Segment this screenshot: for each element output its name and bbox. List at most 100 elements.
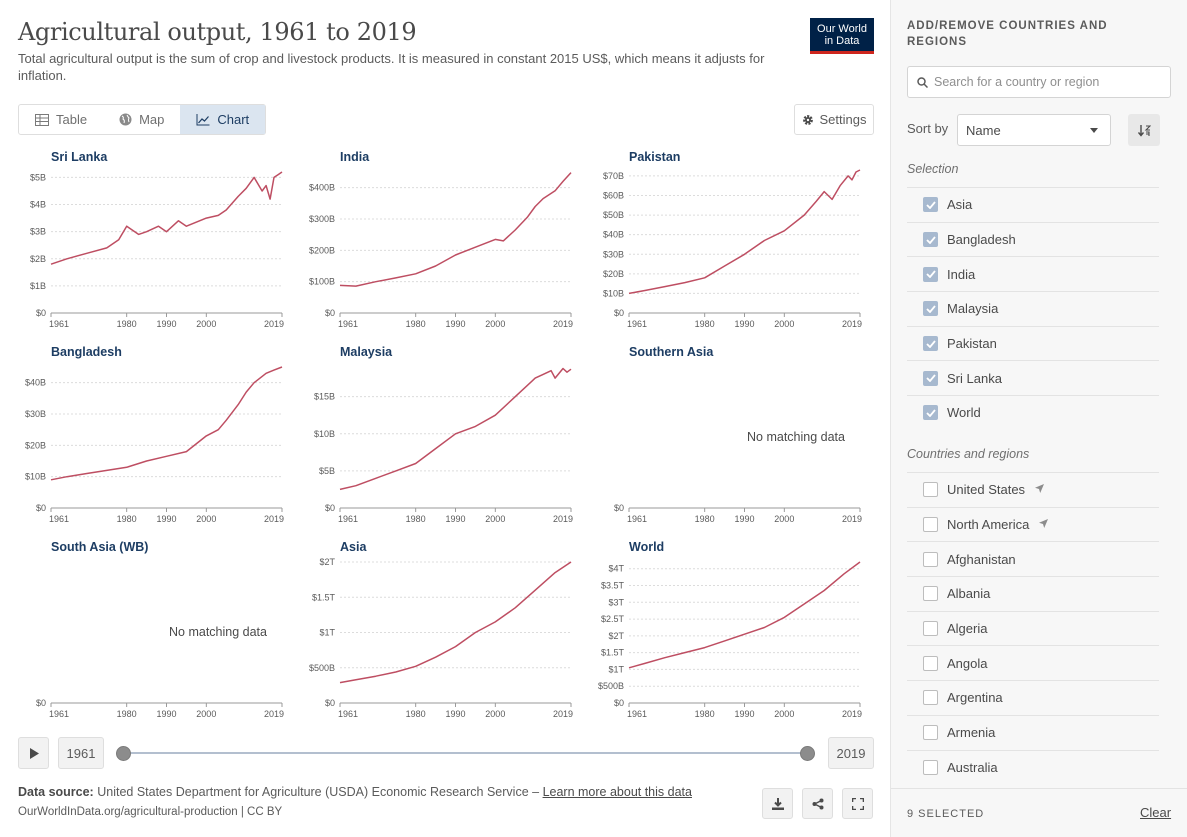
data-source-label: Data source: [18, 785, 94, 799]
y-tick-label: $1.5T [601, 648, 625, 658]
checkbox[interactable] [923, 482, 938, 498]
list-item[interactable]: Bangladesh [907, 221, 1159, 257]
x-tick-label: 2019 [842, 514, 862, 524]
series-line[interactable] [628, 169, 861, 295]
y-tick-label: $2B [30, 254, 46, 264]
list-item[interactable]: Algeria [907, 610, 1159, 646]
checkbox[interactable] [923, 621, 938, 637]
checkbox[interactable] [923, 405, 938, 421]
y-tick-label: $5B [30, 172, 46, 182]
learn-more-link[interactable]: Learn more about this data [542, 785, 692, 799]
series-line[interactable] [339, 367, 572, 491]
list-item-label: Argentina [947, 690, 1003, 706]
settings-label: Settings [819, 112, 867, 127]
search-input[interactable]: Search for a country or region [907, 66, 1171, 98]
y-tick-label: $5B [319, 466, 335, 476]
x-tick-label: 1961 [49, 319, 69, 329]
checkbox[interactable] [923, 517, 938, 533]
series-line[interactable] [50, 171, 283, 265]
line-chart: $0 $1B $2B $3B $4B $5B 1961 1980 1990 2000 2019 [30, 171, 284, 329]
checkbox[interactable] [923, 551, 938, 567]
sort-order-button[interactable] [1128, 114, 1160, 146]
series-line[interactable] [339, 561, 572, 684]
share-button[interactable] [802, 788, 833, 819]
checkbox[interactable] [923, 232, 938, 248]
list-item[interactable]: Argentina [907, 680, 1159, 715]
checkbox[interactable] [923, 759, 938, 775]
list-item[interactable]: Albania [907, 576, 1159, 611]
table-icon [35, 113, 49, 126]
y-tick-label: $30B [603, 249, 624, 259]
checkbox[interactable] [923, 725, 938, 741]
list-item-label: Angola [947, 655, 988, 671]
checkbox[interactable] [923, 301, 938, 317]
fullscreen-button[interactable] [842, 788, 873, 819]
checkbox[interactable] [923, 370, 938, 386]
clear-button[interactable]: Clear [1140, 805, 1172, 820]
timeline-start-handle[interactable] [116, 746, 131, 761]
settings-button[interactable]: Settings [794, 104, 874, 135]
x-tick-label: 1990 [734, 709, 754, 719]
sort-dropdown[interactable]: Name [957, 114, 1111, 146]
list-item[interactable]: Asia [907, 187, 1159, 222]
list-item[interactable]: India [907, 256, 1159, 291]
list-item[interactable]: Armenia [907, 714, 1159, 750]
list-item[interactable]: Malaysia [907, 291, 1159, 326]
list-item[interactable]: Sri Lanka [907, 360, 1159, 395]
timeline-start-year[interactable]: 1961 [58, 737, 104, 769]
download-button[interactable] [762, 788, 793, 819]
timeline-end-handle[interactable] [800, 746, 815, 761]
list-item-label: Malaysia [947, 301, 999, 317]
series-line[interactable] [628, 561, 861, 669]
tab-table[interactable]: Table [19, 105, 103, 134]
y-tick-label: $2T [608, 631, 624, 641]
y-tick-label: $70B [603, 171, 624, 181]
x-tick-label: 2019 [264, 319, 284, 329]
x-tick-label: 1990 [445, 319, 465, 329]
checkbox[interactable] [923, 655, 938, 671]
x-tick-label: 2000 [196, 319, 216, 329]
x-tick-label: 2000 [196, 514, 216, 524]
checkbox[interactable] [923, 266, 938, 282]
selected-count: 9 SELECTED [907, 808, 985, 820]
owid-logo[interactable]: Our World in Data [810, 18, 874, 54]
list-item-label: World [947, 405, 981, 421]
series-line[interactable] [50, 366, 283, 481]
list-item-label: India [947, 266, 976, 282]
list-item[interactable]: Pakistan [907, 325, 1159, 361]
series-line[interactable] [339, 172, 572, 287]
timeline-track[interactable] [124, 752, 808, 754]
x-tick-label: 1980 [695, 319, 715, 329]
x-tick-label: 1990 [734, 514, 754, 524]
line-chart: $0 $500B $1T $1.5T $2T $2.5T $3T $3.5T $4T 1961 19… [598, 561, 862, 719]
sidebar-heading: ADD/REMOVE COUNTRIES AND REGIONS [907, 20, 1108, 48]
play-button[interactable] [18, 737, 49, 769]
list-item[interactable]: Angola [907, 645, 1159, 680]
timeline-end-year[interactable]: 2019 [828, 737, 874, 769]
globe-icon [119, 113, 132, 126]
x-tick-label: 1961 [49, 514, 69, 524]
checkbox[interactable] [923, 336, 938, 352]
x-tick-label: 2019 [842, 709, 862, 719]
checkbox[interactable] [923, 197, 938, 213]
list-item[interactable]: Afghanistan [907, 541, 1159, 576]
list-item-label: Sri Lanka [947, 370, 1002, 386]
tab-chart[interactable]: Chart [180, 105, 266, 134]
checkbox[interactable] [923, 586, 938, 602]
list-item[interactable]: United States [907, 472, 1159, 507]
tab-map-label: Map [139, 112, 165, 127]
chart-panel: India $0 $100B $200B $300B $400B 1961 1980 1990 2… [307, 150, 596, 340]
list-item[interactable]: World [907, 395, 1159, 430]
x-tick-label: 1961 [338, 319, 358, 329]
tab-map[interactable]: Map [103, 105, 180, 134]
play-icon [29, 747, 39, 759]
checkbox[interactable] [923, 690, 938, 706]
y-tick-label: $2.5T [601, 614, 625, 624]
list-item[interactable]: North America [907, 506, 1159, 542]
list-item[interactable]: Australia [907, 749, 1159, 785]
selection-label: Selection [907, 162, 959, 176]
x-tick-label: 2019 [553, 709, 573, 719]
x-tick-label: 2019 [264, 514, 284, 524]
